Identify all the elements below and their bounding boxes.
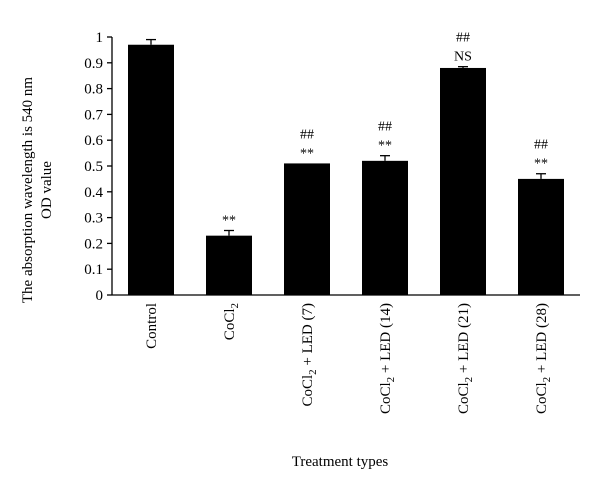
y-tick-label: 0.2 (84, 236, 103, 252)
y-axis-title: The absorption wavelength is 540 nm OD v… (20, 77, 55, 304)
y-tick-label: 0.8 (84, 82, 103, 98)
x-tick-label: CoCl2 + LED (21) (456, 303, 475, 414)
bar-3 (284, 163, 330, 295)
bar-4 (362, 160, 408, 295)
y-tick-label: 0.7 (84, 107, 103, 123)
significance-label: ** (300, 146, 314, 161)
significance-label: NS (454, 50, 472, 65)
x-tick-label: CoCl2 + LED (28) (534, 303, 553, 414)
x-tick-label: Control (144, 303, 160, 349)
significance-label: ** (222, 214, 236, 229)
significance-label: ## (300, 127, 314, 142)
x-tick-label: CoCl2 + LED (14) (378, 303, 397, 414)
bar-1 (128, 44, 174, 295)
y-tick-label: 0.5 (84, 159, 103, 175)
y-tick-label: 0 (96, 288, 104, 304)
y-tick-label: 0.1 (84, 262, 103, 278)
y-tick-label: 0.4 (84, 185, 103, 201)
significance-label: ## (456, 31, 470, 46)
significance-label: ## (378, 120, 392, 135)
y-tick-label: 0.9 (84, 56, 103, 72)
bar-5 (440, 67, 486, 296)
x-axis-title: Treatment types (292, 454, 389, 470)
bar-2 (206, 235, 252, 295)
significance-label: ** (378, 139, 392, 154)
y-tick-label: 1 (96, 30, 104, 46)
y-tick-label: 0.3 (84, 211, 103, 227)
y-tick-label: 0.6 (84, 133, 103, 149)
x-tick-label: CoCl2 (222, 303, 241, 340)
x-tick-label: CoCl2 + LED (7) (300, 303, 319, 407)
y-axis-title-line1: The absorption wavelength is 540 nm (20, 77, 36, 304)
y-axis-title-line2: OD value (39, 161, 55, 219)
significance-label: ## (534, 138, 548, 153)
bar-6 (518, 178, 564, 295)
significance-label: ** (534, 157, 548, 172)
